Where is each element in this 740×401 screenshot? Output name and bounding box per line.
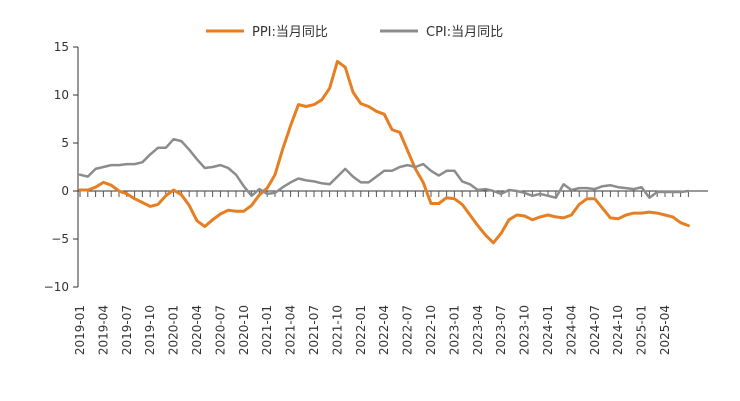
x-tick-label: 2021-10 xyxy=(330,305,344,355)
x-tick-label: 2020-04 xyxy=(190,305,204,355)
y-tick-label: 0 xyxy=(61,184,69,198)
x-tick-label: 2021-04 xyxy=(284,305,298,355)
x-tick-label: 2020-10 xyxy=(237,305,251,355)
x-tick-label: 2023-04 xyxy=(471,305,485,355)
x-tick-label: 2025-01 xyxy=(635,305,649,355)
x-tick-label: 2020-07 xyxy=(213,305,227,355)
x-tick-label: 2022-01 xyxy=(354,305,368,355)
y-ticks: 15 10 5 0 −5 −10 xyxy=(44,40,78,294)
x-tick-label: 2021-01 xyxy=(260,305,274,355)
x-tick-label: 2024-01 xyxy=(541,305,555,355)
y-tick-label: −5 xyxy=(51,232,69,246)
x-ticks: 2019-01 2019-04 2019-07 2019-10 2020-01 2020-… xyxy=(73,305,672,355)
x-tick-label: 2024-04 xyxy=(564,305,578,355)
series-line-ppi xyxy=(78,59,690,245)
x-tick-label: 2019-07 xyxy=(120,305,134,355)
y-tick-label: 15 xyxy=(54,40,69,54)
legend: PPI:当月同比 CPI:当月同比 xyxy=(206,25,503,40)
series-line-cpi xyxy=(78,137,690,199)
x-tick-label: 2023-10 xyxy=(518,305,532,355)
y-tick-label: −10 xyxy=(44,280,69,294)
legend-label-ppi: PPI:当月同比 xyxy=(252,25,328,40)
x-tick-label: 2025-04 xyxy=(658,305,672,355)
x-tick-label: 2020-01 xyxy=(167,305,181,355)
x-tick-label: 2021-07 xyxy=(307,305,321,355)
x-tick-label: 2019-10 xyxy=(143,305,157,355)
x-tick-label: 2022-10 xyxy=(424,305,438,355)
x-tick-label: 2024-10 xyxy=(611,305,625,355)
y-tick-label: 5 xyxy=(61,136,69,150)
x-tick-label: 2023-01 xyxy=(447,305,461,355)
legend-label-cpi: CPI:当月同比 xyxy=(426,25,503,40)
x-tick-label: 2024-07 xyxy=(588,305,602,355)
x-tick-label: 2023-07 xyxy=(494,305,508,355)
x-tick-label: 2022-07 xyxy=(401,305,415,355)
y-tick-label: 10 xyxy=(54,88,69,102)
x-minor-ticks xyxy=(79,191,689,197)
x-tick-label: 2022-04 xyxy=(377,305,391,355)
x-tick-label: 2019-01 xyxy=(73,305,87,355)
x-tick-label: 2019-04 xyxy=(96,305,110,355)
